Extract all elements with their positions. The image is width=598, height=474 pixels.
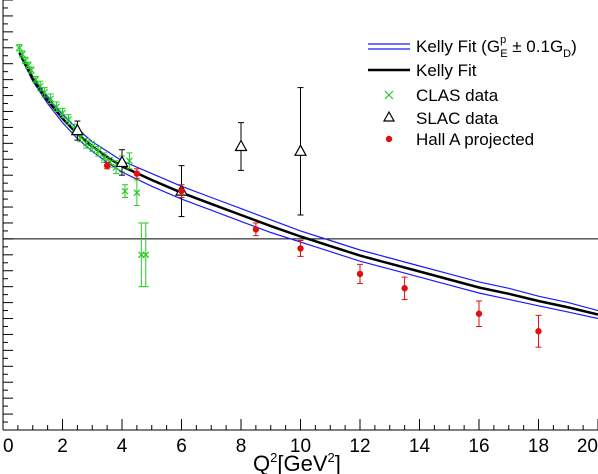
legend-halla-label: Hall A projected <box>416 130 534 149</box>
clas-marker-stroke <box>59 109 66 117</box>
clas-marker-stroke <box>126 157 133 165</box>
clas-marker-stroke <box>142 251 150 259</box>
clas-marker-stroke <box>121 187 129 195</box>
halla-point <box>475 310 483 317</box>
slac-point <box>234 139 248 152</box>
fit-line <box>18 52 598 316</box>
x-tick-label: 10 <box>290 436 311 457</box>
legend-clas-label: CLAS data <box>416 86 499 105</box>
clas-point <box>121 187 129 195</box>
clas-point <box>15 44 23 52</box>
clas-point <box>27 66 35 74</box>
x-tick-label: 2 <box>57 436 68 457</box>
clas-marker-stroke <box>41 88 49 96</box>
clas-marker-stroke <box>100 154 108 162</box>
clas-marker-stroke <box>53 103 60 111</box>
halla-point <box>103 162 111 169</box>
x-tick-label: 6 <box>176 436 187 457</box>
clas-marker-stroke <box>36 82 44 90</box>
legend-slac-label: SLAC data <box>416 109 499 128</box>
band-upper-line <box>18 50 598 312</box>
legend-fit-label: Kelly Fit <box>416 61 477 80</box>
x-tick-label: 8 <box>236 436 247 457</box>
legend-halla-marker <box>385 135 393 143</box>
x-tick-label: 14 <box>409 436 431 457</box>
legend-slac-marker <box>382 110 396 122</box>
x-tick-label: 0 <box>3 436 14 457</box>
halla-point <box>401 285 408 292</box>
slac-point <box>70 123 84 136</box>
clas-point <box>126 157 133 165</box>
clas-point <box>47 95 55 103</box>
band-lower-line <box>18 53 598 320</box>
clas-marker-stroke <box>47 95 55 103</box>
clas-marker-stroke <box>27 66 35 74</box>
clas-point <box>18 50 26 58</box>
clas-marker-stroke <box>18 50 26 58</box>
x-tick-label: 18 <box>528 436 549 457</box>
clas-point <box>41 88 49 96</box>
clas-marker-stroke <box>133 189 141 197</box>
halla-point <box>252 226 260 233</box>
legend-clas-marker <box>384 90 394 100</box>
clas-marker-stroke <box>32 76 40 84</box>
halla-point <box>178 187 185 195</box>
clas-marker-stroke <box>65 116 72 123</box>
x-tick-label: 4 <box>117 436 128 457</box>
x-tick-label: 20 <box>577 436 598 457</box>
clas-marker-stroke <box>82 139 90 147</box>
clas-marker-stroke <box>24 61 32 69</box>
clas-marker-stroke <box>88 143 96 150</box>
clas-point <box>133 189 141 197</box>
slac-point <box>115 155 129 168</box>
clas-marker-stroke <box>21 57 29 64</box>
clas-point <box>53 103 60 111</box>
clas-marker-stroke <box>94 147 102 155</box>
halla-point <box>535 328 542 335</box>
halla-point <box>356 270 364 278</box>
x-axis-title: Q2[GeV2] <box>253 450 341 474</box>
halla-point <box>133 170 141 177</box>
halla-point <box>297 245 304 252</box>
clas-point <box>65 116 72 123</box>
clas-point <box>100 154 108 162</box>
slac-point <box>293 144 308 156</box>
clas-point <box>82 139 90 147</box>
x-tick-label: 16 <box>468 436 489 457</box>
clas-point <box>94 147 102 155</box>
legend: Kelly Fit (Gp E ± 0.1GD) Kelly Fit CLAS d… <box>368 34 577 149</box>
clas-marker-stroke <box>15 44 23 52</box>
x-tick-label: 12 <box>349 436 370 457</box>
plot-area: 0 2 4 6 8 10 12 14 16 18 20 <box>2 0 598 457</box>
legend-band-label: Kelly Fit (Gp E ± 0.1GD) <box>416 34 577 60</box>
clas-point <box>88 143 96 150</box>
clas-point <box>59 109 66 117</box>
clas-point <box>142 251 150 259</box>
